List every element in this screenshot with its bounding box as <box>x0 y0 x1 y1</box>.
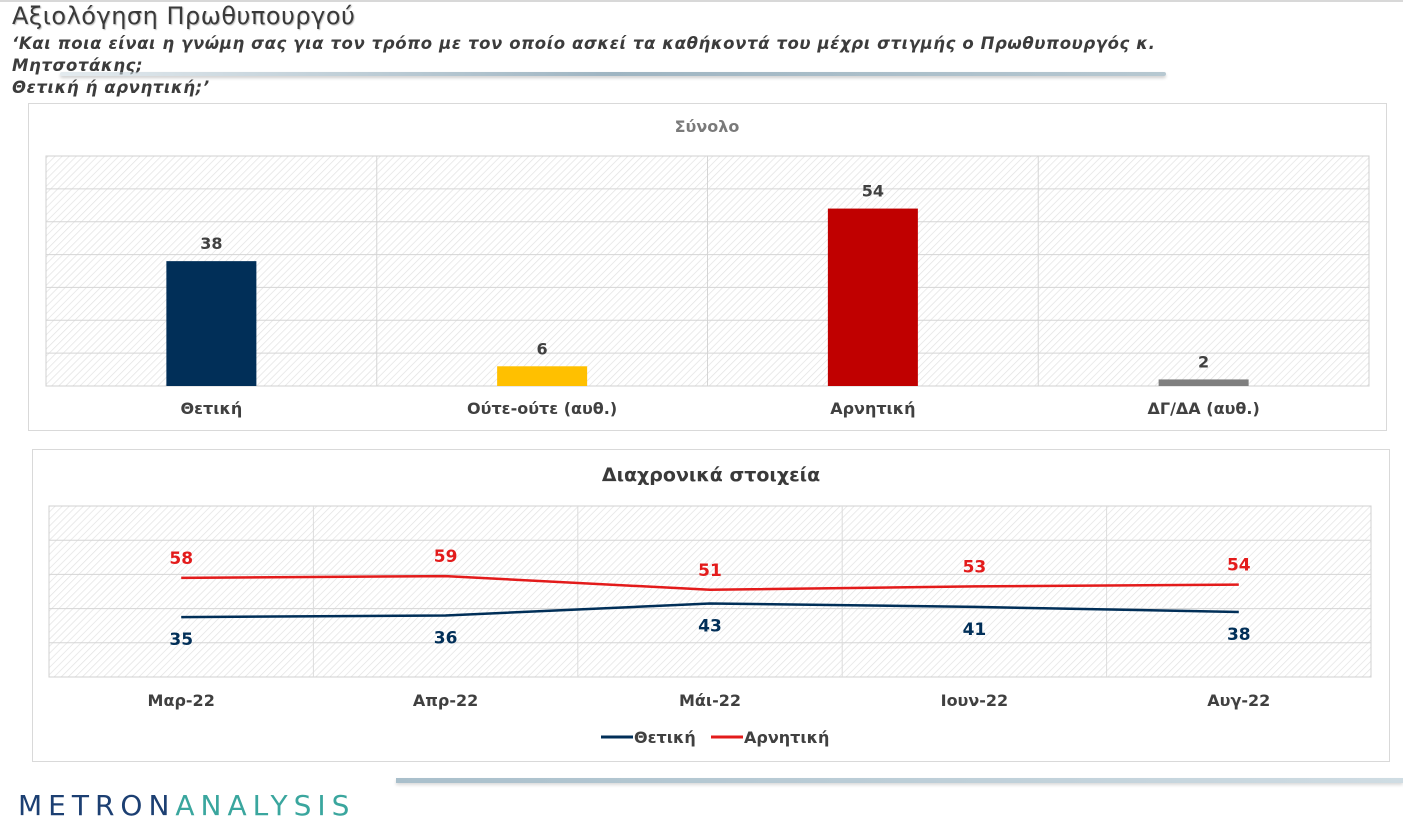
line-category-label: Μαρ-22 <box>148 691 215 710</box>
bar-category-label: Ούτε-ούτε (αυθ.) <box>467 399 617 418</box>
bar-data-label: 54 <box>862 182 884 201</box>
series-line-thetiki <box>181 602 1239 619</box>
line-data-label: 36 <box>434 628 458 648</box>
footer-line <box>396 778 1403 783</box>
legend-label: Αρνητική <box>744 728 829 747</box>
bar-3 <box>827 208 918 386</box>
bar-4 <box>1158 379 1249 386</box>
bar-chart-title: Σύνολο <box>675 117 740 136</box>
logo-part-2: ANALYSIS <box>175 789 356 822</box>
logo-part-1: METRON <box>18 789 176 822</box>
title-underline <box>60 72 1166 76</box>
page-title: Αξιολόγηση Πρωθυπουργού <box>12 2 356 30</box>
bar-chart-panel: Σύνολο 38 Θετική 6 Ούτε-ούτε (αυθ.) 54 Αρνητικ… <box>28 103 1387 431</box>
line-category-label: Ιουν-22 <box>941 691 1009 710</box>
line-category-label: Μάι-22 <box>679 691 741 710</box>
subtitle-line-1: ‘Και ποια είναι η γνώμη σας για τον τρόπ… <box>12 34 1156 75</box>
line-data-label: 35 <box>169 630 193 650</box>
line-data-label: 59 <box>434 547 458 567</box>
line-data-label: 51 <box>698 561 722 581</box>
bar-category-label: Θετική <box>181 399 243 418</box>
series-line-arnitiki <box>181 574 1239 592</box>
bar-category-label: Αρνητική <box>830 399 915 418</box>
bar-2 <box>497 366 588 386</box>
page-subtitle: ‘Και ποια είναι η γνώμη σας για τον τρόπ… <box>12 33 1272 99</box>
bar-category-label: ΔΓ/ΔΑ (αυθ.) <box>1148 399 1260 418</box>
line-data-label: 58 <box>169 549 193 569</box>
line-chart-panel: Διαχρονικά στοιχεία Μαρ-22 Απρ-22 Μάι-22 Ιου… <box>32 449 1390 762</box>
line-chart: Διαχρονικά στοιχεία Μαρ-22 Απρ-22 Μάι-22 Ιου… <box>48 464 1372 747</box>
legend-label: Θετική <box>634 728 696 747</box>
line-chart-title: Διαχρονικά στοιχεία <box>602 464 820 486</box>
line-data-label: 53 <box>963 557 987 577</box>
bar-1 <box>166 261 257 386</box>
subtitle-line-2: Θετική ή αρνητική;’ <box>12 78 210 97</box>
line-data-label: 38 <box>1227 625 1251 645</box>
bar-data-label: 2 <box>1198 352 1209 371</box>
top-rule <box>0 0 1403 2</box>
line-data-label: 43 <box>698 616 722 636</box>
bar-chart: Σύνολο 38 Θετική 6 Ούτε-ούτε (αυθ.) 54 Αρνητικ… <box>45 117 1370 418</box>
line-data-label: 41 <box>963 620 987 640</box>
line-category-label: Απρ-22 <box>413 691 478 710</box>
line-data-label: 54 <box>1227 556 1251 576</box>
bar-data-label: 6 <box>537 339 548 358</box>
line-category-label: Αυγ-22 <box>1207 691 1270 710</box>
bar-data-label: 38 <box>200 234 222 253</box>
line-plot-area <box>48 505 1372 678</box>
metron-analysis-logo: METRONANALYSIS <box>18 789 355 822</box>
